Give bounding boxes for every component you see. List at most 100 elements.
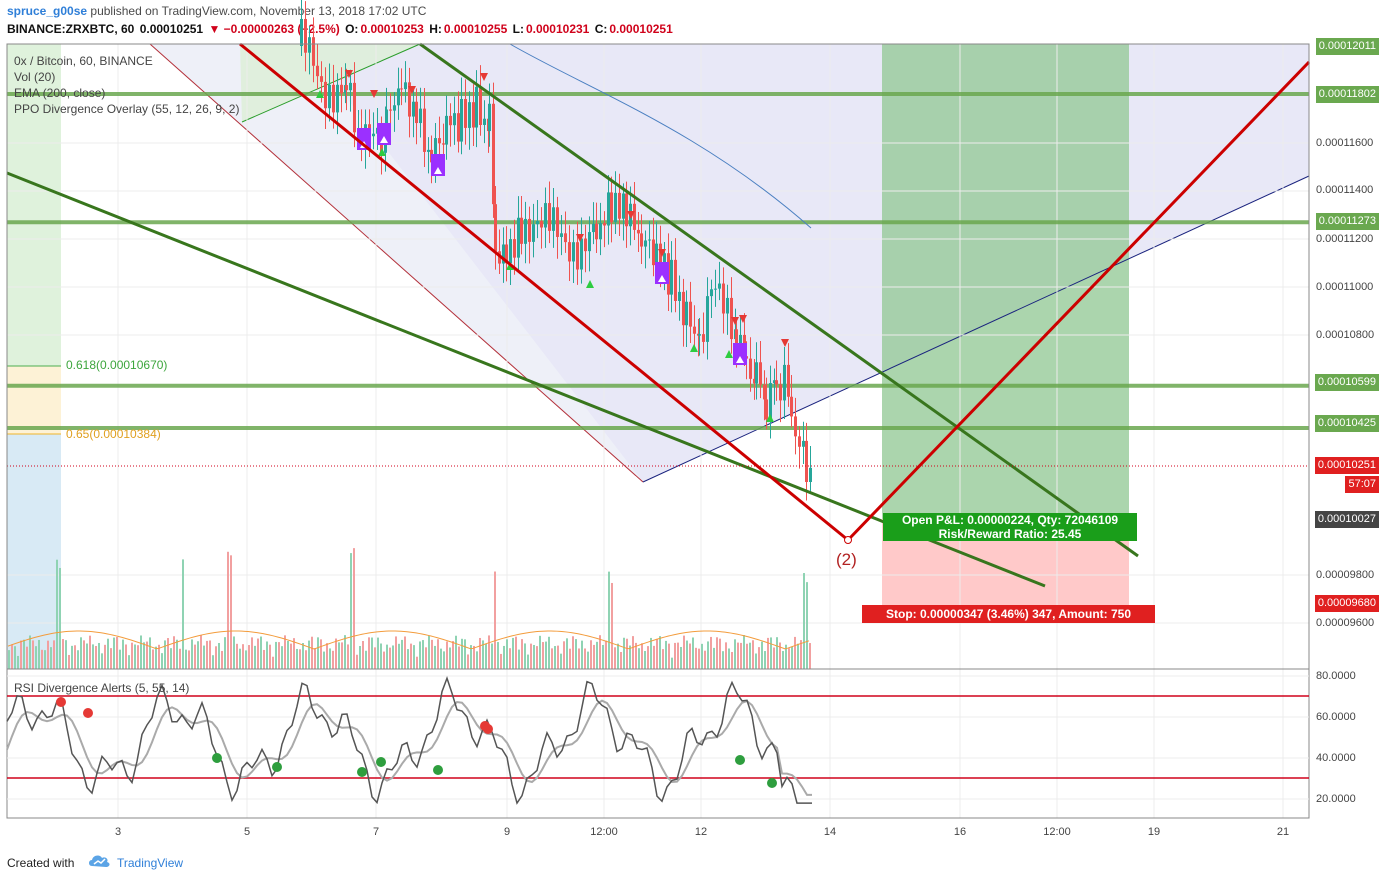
candle-body — [475, 87, 478, 128]
volume-bar — [233, 636, 235, 669]
rsi-bearish-dot — [83, 708, 93, 718]
volume-bar — [419, 641, 421, 669]
volume-bar — [428, 636, 430, 669]
volume-bar — [284, 635, 286, 669]
candle-body — [682, 292, 685, 325]
candle-body — [622, 194, 625, 219]
volume-bar — [260, 637, 262, 669]
volume-bar — [560, 654, 562, 669]
candle-body — [304, 19, 307, 53]
volume-bar — [230, 555, 232, 669]
volume-bar — [401, 640, 403, 669]
volume-bar — [248, 645, 250, 669]
candle-body — [783, 365, 786, 401]
volume-bar — [326, 643, 328, 669]
volume-bar — [287, 641, 289, 669]
volume-bar — [563, 641, 565, 669]
volume-bar — [224, 637, 226, 669]
volume-bar — [608, 572, 610, 669]
wave-point[interactable] — [845, 537, 852, 544]
volume-bar — [356, 655, 358, 669]
x-tick: 3 — [115, 826, 121, 838]
open-pl-text: Open P&L: 0.00000224, Qty: 72046109 — [883, 513, 1137, 527]
volume-bar — [725, 642, 727, 669]
volume-bar — [569, 649, 571, 669]
volume-bar — [155, 647, 157, 669]
volume-bar — [140, 635, 142, 669]
open-pl-label[interactable]: Open P&L: 0.00000224, Qty: 72046109 Risk… — [883, 513, 1137, 541]
candle-body — [415, 102, 418, 123]
legend-volume[interactable]: Vol (20) — [14, 69, 239, 85]
volume-bar — [440, 649, 442, 669]
volume-bar — [788, 648, 790, 669]
volume-bar — [632, 636, 634, 669]
volume-bar — [515, 637, 517, 669]
candle-body — [802, 441, 805, 447]
legend-title[interactable]: 0x / Bitcoin, 60, BINANCE — [14, 53, 239, 69]
volume-bar — [188, 650, 190, 669]
volume-bar — [56, 560, 58, 669]
volume-bar — [344, 635, 346, 669]
stop-label[interactable]: Stop: 0.00000347 (3.46%) 347, Amount: 75… — [862, 605, 1155, 623]
candle-body — [648, 240, 651, 241]
volume-bar — [392, 645, 394, 669]
candle-body — [693, 327, 696, 334]
volume-bar — [50, 647, 52, 669]
candle-body — [453, 113, 456, 125]
volume-bar — [464, 639, 466, 669]
legend-ema[interactable]: EMA (200, close) — [14, 85, 239, 101]
candle-body — [603, 223, 606, 225]
rsi-legend[interactable]: RSI Divergence Alerts (5, 55, 14) — [14, 681, 189, 695]
candle-body — [689, 302, 692, 327]
volume-bar — [218, 643, 220, 669]
candle-body — [340, 85, 343, 94]
candle-body — [614, 193, 617, 222]
candle-body — [472, 102, 475, 127]
candle-body — [479, 87, 482, 125]
fib-label-618: 0.618(0.00010670) — [66, 358, 167, 372]
volume-bar — [128, 655, 130, 669]
volume-bar — [236, 644, 238, 669]
candle-body — [787, 365, 790, 397]
volume-bar — [542, 642, 544, 669]
candle-body — [592, 224, 595, 232]
candle-body — [584, 239, 587, 252]
candle-body — [637, 230, 640, 233]
volume-bar — [680, 647, 682, 669]
volume-bar — [452, 641, 454, 669]
candle-body — [464, 99, 467, 128]
volume-bar — [17, 656, 19, 669]
volume-bar — [668, 644, 670, 669]
volume-bar — [578, 648, 580, 669]
candle-body — [640, 233, 643, 246]
candle-body — [576, 242, 579, 269]
candle-body — [328, 85, 331, 108]
volume-bar — [380, 643, 382, 669]
volume-bar — [14, 646, 16, 669]
volume-bar — [677, 643, 679, 669]
price-tag-top: 0.00012011 — [1316, 38, 1379, 55]
candle-body — [445, 116, 448, 145]
candle-body — [779, 384, 782, 400]
volume-bar — [41, 650, 43, 669]
tradingview-brand[interactable]: TradingView — [117, 856, 183, 870]
candle-body — [633, 204, 636, 230]
rsi-line — [7, 678, 812, 803]
volume-bar — [32, 640, 34, 669]
volume-bar — [551, 648, 553, 669]
candle-body — [685, 302, 688, 325]
volume-bar — [617, 644, 619, 669]
volume-bar — [152, 649, 154, 669]
volume-bar — [662, 649, 664, 669]
volume-bar — [611, 583, 613, 669]
volume-bar — [524, 643, 526, 669]
candle-body — [702, 334, 705, 342]
volume-bar — [746, 644, 748, 669]
volume-bar — [200, 635, 202, 669]
volume-bar — [242, 644, 244, 669]
candle-body — [423, 109, 426, 152]
y-tick: 0.00011600 — [1316, 137, 1373, 149]
legend-ppo[interactable]: PPO Divergence Overlay (55, 12, 26, 9, 2… — [14, 101, 239, 117]
candle-body — [698, 334, 701, 336]
